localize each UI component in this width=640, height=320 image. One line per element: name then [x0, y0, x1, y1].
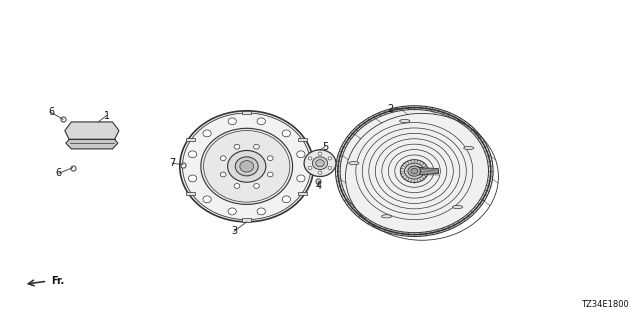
Text: 5: 5 — [322, 142, 328, 152]
Ellipse shape — [268, 156, 273, 161]
Ellipse shape — [240, 161, 253, 172]
Text: TZ34E1800: TZ34E1800 — [581, 300, 629, 309]
Ellipse shape — [234, 144, 240, 149]
Ellipse shape — [257, 208, 266, 215]
Ellipse shape — [328, 157, 332, 160]
Ellipse shape — [268, 172, 273, 177]
Ellipse shape — [203, 196, 211, 203]
FancyBboxPatch shape — [298, 138, 307, 141]
Ellipse shape — [188, 175, 196, 182]
Ellipse shape — [220, 156, 226, 161]
Text: 6: 6 — [56, 168, 62, 178]
Ellipse shape — [408, 166, 420, 176]
Ellipse shape — [312, 157, 328, 170]
Ellipse shape — [228, 118, 236, 125]
Ellipse shape — [318, 152, 322, 155]
Ellipse shape — [234, 184, 240, 188]
Ellipse shape — [308, 157, 312, 160]
Ellipse shape — [220, 172, 226, 177]
Ellipse shape — [399, 119, 410, 123]
Ellipse shape — [228, 150, 266, 182]
Ellipse shape — [404, 163, 424, 179]
Ellipse shape — [253, 144, 259, 149]
Ellipse shape — [316, 160, 324, 167]
Polygon shape — [65, 122, 119, 140]
FancyBboxPatch shape — [243, 111, 251, 114]
Text: 2: 2 — [387, 104, 393, 114]
Ellipse shape — [304, 150, 336, 177]
Ellipse shape — [400, 160, 428, 182]
Polygon shape — [418, 168, 438, 175]
FancyBboxPatch shape — [298, 192, 307, 195]
Ellipse shape — [282, 196, 291, 203]
Ellipse shape — [308, 166, 312, 170]
Polygon shape — [66, 140, 118, 149]
Text: Fr.: Fr. — [51, 276, 65, 286]
Ellipse shape — [318, 171, 322, 174]
Text: 1: 1 — [104, 111, 109, 121]
Ellipse shape — [338, 108, 491, 235]
Ellipse shape — [464, 147, 474, 150]
Ellipse shape — [180, 111, 314, 222]
Ellipse shape — [282, 130, 291, 137]
Ellipse shape — [253, 184, 259, 188]
Ellipse shape — [203, 130, 211, 137]
Text: 6: 6 — [48, 108, 54, 117]
Ellipse shape — [349, 162, 359, 165]
Ellipse shape — [188, 151, 196, 158]
Text: 4: 4 — [316, 181, 322, 191]
Ellipse shape — [228, 208, 236, 215]
Ellipse shape — [328, 166, 332, 170]
Ellipse shape — [411, 168, 418, 174]
Ellipse shape — [381, 215, 392, 218]
Ellipse shape — [236, 157, 258, 176]
Ellipse shape — [297, 175, 305, 182]
Ellipse shape — [201, 128, 292, 204]
Text: 3: 3 — [231, 226, 237, 236]
FancyBboxPatch shape — [186, 138, 195, 141]
FancyBboxPatch shape — [186, 192, 195, 195]
Ellipse shape — [452, 205, 463, 209]
FancyBboxPatch shape — [243, 219, 251, 222]
Ellipse shape — [257, 118, 266, 125]
Text: 7: 7 — [169, 158, 175, 168]
Ellipse shape — [297, 151, 305, 158]
